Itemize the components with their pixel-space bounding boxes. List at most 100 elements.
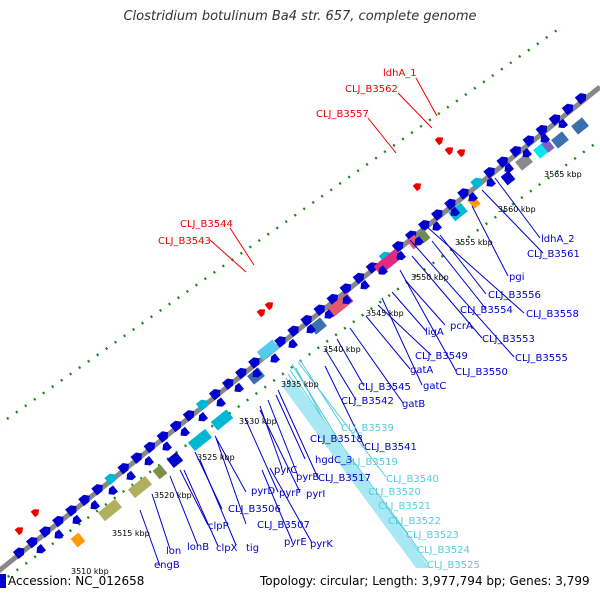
gene-label[interactable]: pyrE bbox=[284, 537, 307, 548]
gene-label[interactable]: CLJ_B3524 bbox=[417, 545, 470, 556]
gene-feature[interactable] bbox=[287, 323, 301, 338]
gene-feature[interactable] bbox=[538, 133, 551, 145]
gene-label[interactable]: CLJ_B3525 bbox=[427, 560, 480, 571]
gene-feature[interactable] bbox=[169, 418, 184, 433]
gene-label[interactable]: CLJ_B3562 bbox=[345, 84, 398, 95]
gene-label[interactable]: CLJ_B3554 bbox=[460, 305, 513, 316]
gene-feature[interactable] bbox=[196, 412, 209, 424]
gene-label[interactable]: CLJ_B3517 bbox=[318, 473, 371, 484]
gene-feature[interactable] bbox=[97, 498, 123, 522]
gene-feature[interactable] bbox=[457, 186, 471, 200]
gene-label[interactable]: hgdC_3 bbox=[315, 455, 352, 466]
gene-feature[interactable] bbox=[430, 221, 443, 233]
gene-feature[interactable] bbox=[14, 525, 26, 536]
gene-feature[interactable] bbox=[208, 387, 223, 401]
gene-feature[interactable] bbox=[483, 165, 497, 179]
gene-feature[interactable] bbox=[264, 300, 276, 311]
gene-feature[interactable] bbox=[561, 101, 576, 116]
gene-feature[interactable] bbox=[515, 153, 533, 171]
gene-label[interactable]: tig bbox=[246, 543, 259, 554]
gene-feature[interactable] bbox=[166, 451, 184, 469]
gene-feature[interactable] bbox=[39, 524, 53, 538]
gene-label[interactable]: pgi bbox=[509, 272, 524, 283]
gene-label[interactable]: CLJ_B3555 bbox=[515, 353, 568, 364]
gene-feature[interactable] bbox=[444, 196, 458, 211]
gene-label[interactable]: CLJ_B3550 bbox=[455, 367, 508, 378]
gene-feature[interactable] bbox=[520, 148, 533, 160]
gene-feature[interactable] bbox=[65, 503, 79, 517]
gene-feature[interactable] bbox=[235, 365, 249, 380]
gene-feature[interactable] bbox=[12, 545, 27, 559]
gene-label[interactable]: CLJ_B3523 bbox=[406, 530, 459, 541]
gene-feature[interactable] bbox=[274, 334, 288, 348]
gene-label[interactable]: CLJ_B3543 bbox=[158, 236, 211, 247]
gene-feature[interactable] bbox=[502, 162, 515, 175]
gene-feature[interactable] bbox=[152, 464, 168, 480]
gene-feature[interactable] bbox=[232, 382, 245, 395]
gene-feature[interactable] bbox=[156, 429, 171, 443]
gene-feature[interactable] bbox=[210, 409, 234, 431]
gene-label[interactable]: gatC bbox=[423, 381, 446, 392]
gene-feature[interactable] bbox=[406, 234, 422, 250]
gene-feature[interactable] bbox=[214, 397, 227, 409]
gene-label[interactable]: ligA bbox=[425, 327, 444, 338]
gene-feature[interactable] bbox=[182, 408, 197, 422]
gene-feature[interactable] bbox=[30, 507, 42, 518]
gene-label[interactable]: CLJ_B3556 bbox=[488, 290, 541, 301]
gene-feature[interactable] bbox=[300, 313, 314, 327]
gene-feature[interactable] bbox=[304, 324, 317, 336]
gene-label[interactable]: pyrK bbox=[310, 539, 333, 550]
gene-feature[interactable] bbox=[391, 239, 406, 253]
gene-label[interactable]: CLJ_B3519 bbox=[345, 457, 398, 468]
gene-feature[interactable] bbox=[127, 475, 153, 499]
gene-feature[interactable] bbox=[535, 122, 550, 137]
gene-label[interactable]: pyrC bbox=[274, 465, 297, 476]
gene-label[interactable]: CLJ_B3557 bbox=[316, 109, 369, 120]
gene-feature[interactable] bbox=[365, 260, 380, 274]
gene-feature[interactable] bbox=[431, 207, 445, 221]
gene-feature[interactable] bbox=[509, 143, 523, 158]
gene-feature[interactable] bbox=[551, 131, 569, 149]
gene-label[interactable]: pyrD bbox=[251, 486, 275, 497]
gene-feature[interactable] bbox=[394, 250, 407, 263]
gene-feature[interactable] bbox=[283, 343, 297, 357]
gene-feature[interactable] bbox=[52, 513, 66, 528]
gene-feature[interactable] bbox=[104, 471, 118, 485]
gene-feature[interactable] bbox=[178, 426, 191, 439]
gene-feature[interactable] bbox=[130, 450, 145, 464]
gene-feature[interactable] bbox=[484, 177, 497, 189]
gene-feature[interactable] bbox=[376, 265, 389, 277]
gene-feature[interactable] bbox=[418, 217, 432, 232]
gene-label[interactable]: gatB bbox=[402, 399, 425, 410]
gene-label[interactable]: CLJ_B3518 bbox=[310, 434, 363, 445]
gene-feature[interactable] bbox=[444, 145, 456, 156]
gene-feature[interactable] bbox=[286, 338, 299, 351]
gene-feature[interactable] bbox=[571, 117, 589, 135]
gene-feature[interactable] bbox=[417, 229, 431, 243]
gene-feature[interactable] bbox=[322, 309, 335, 321]
gene-feature[interactable] bbox=[340, 294, 353, 307]
gene-feature[interactable] bbox=[556, 118, 569, 131]
gene-label[interactable]: CLJ_B3542 bbox=[341, 396, 394, 407]
gene-label[interactable]: CLJ_B3539 bbox=[341, 423, 394, 434]
gene-label[interactable]: ldhA_1 bbox=[383, 68, 417, 79]
gene-feature[interactable] bbox=[256, 339, 280, 361]
gene-label[interactable]: CLJ_B3558 bbox=[526, 309, 579, 320]
gene-label[interactable]: CLJ_B3545 bbox=[358, 382, 411, 393]
gene-label[interactable]: clpX bbox=[216, 543, 238, 554]
gene-label[interactable]: pcrA bbox=[450, 321, 473, 332]
gene-feature[interactable] bbox=[448, 206, 461, 219]
gene-feature[interactable] bbox=[470, 175, 484, 190]
gene-feature[interactable] bbox=[88, 500, 101, 512]
gene-label[interactable]: CLJ_B3540 bbox=[386, 474, 439, 485]
gene-feature[interactable] bbox=[522, 133, 537, 147]
gene-feature[interactable] bbox=[124, 470, 137, 483]
gene-label[interactable]: clpP bbox=[208, 521, 229, 532]
gene-feature[interactable] bbox=[117, 461, 131, 475]
gene-label[interactable]: engB bbox=[154, 560, 180, 571]
gene-feature[interactable] bbox=[106, 485, 119, 497]
gene-label[interactable]: CLJ_B3549 bbox=[415, 351, 468, 362]
gene-feature[interactable] bbox=[70, 532, 86, 548]
gene-feature[interactable] bbox=[221, 376, 236, 390]
